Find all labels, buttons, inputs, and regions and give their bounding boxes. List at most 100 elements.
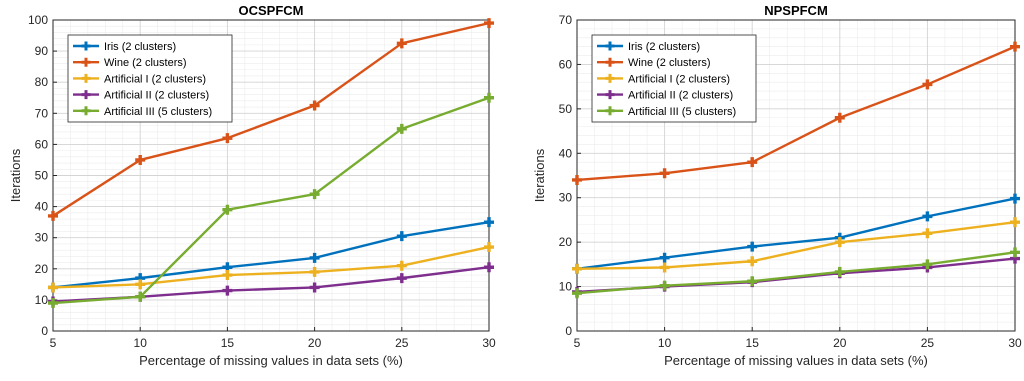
- y-tick-label: 90: [35, 44, 49, 58]
- legend-entry-label: Iris (2 clusters): [104, 41, 176, 53]
- data-point: [659, 168, 670, 179]
- series-line: [576, 45, 1016, 182]
- data-point: [396, 231, 407, 242]
- y-tick-label: 10: [559, 280, 573, 294]
- legend-marker: [81, 73, 91, 83]
- y-tick-label: 70: [35, 106, 49, 120]
- x-tick-label: 25: [395, 336, 409, 350]
- legend-marker: [81, 106, 91, 116]
- data-point: [396, 273, 407, 284]
- data-point: [747, 241, 758, 252]
- legend-entry-label: Wine (2 clusters): [104, 57, 187, 69]
- data-point: [396, 260, 407, 271]
- legend-marker: [81, 90, 91, 100]
- legend-marker: [605, 57, 615, 67]
- data-point: [309, 189, 320, 200]
- data-point: [222, 133, 233, 144]
- data-point: [834, 237, 845, 248]
- x-tick-label: 10: [134, 336, 148, 350]
- y-tick-label: 20: [35, 262, 49, 276]
- data-point: [309, 252, 320, 263]
- chart-ocspfcm: 5 10 15 20 25 30 0 10 20 30 40 50 60 70 80 90 100 OCSPFCM…: [8, 3, 496, 368]
- data-point: [572, 263, 582, 274]
- chart-title: OCSPFCM: [239, 3, 304, 18]
- data-point: [659, 252, 670, 263]
- y-axis-label: Iterations: [532, 148, 547, 202]
- x-tick-label: 30: [1008, 336, 1022, 350]
- data-point: [747, 157, 758, 168]
- data-point: [572, 288, 582, 299]
- legend-marker: [605, 106, 615, 116]
- series-line: [52, 21, 490, 217]
- series-line: [52, 96, 490, 305]
- data-point: [834, 112, 845, 123]
- y-tick-label: 0: [41, 324, 48, 338]
- y-tick-label: 40: [559, 146, 573, 160]
- y-tick-label: 100: [28, 13, 48, 27]
- legend-entry-label: Artificial II (2 clusters): [628, 90, 733, 102]
- x-axis-label: Percentage of missing values in data set…: [139, 353, 403, 368]
- data-point: [48, 282, 58, 293]
- legend-entry-label: Iris (2 clusters): [628, 41, 700, 53]
- legend-marker: [605, 90, 615, 100]
- data-point: [747, 276, 758, 287]
- series-5: [48, 92, 494, 309]
- legend-marker: [81, 57, 91, 67]
- y-axis-label: Iterations: [8, 148, 23, 202]
- x-tick-label: 5: [574, 336, 581, 350]
- data-point: [484, 262, 494, 273]
- y-tick-label: 60: [35, 137, 49, 151]
- x-tick-label: 30: [482, 336, 496, 350]
- y-tick-label: 30: [559, 191, 573, 205]
- data-point: [1010, 41, 1020, 52]
- data-point: [484, 242, 494, 253]
- legend-marker: [605, 41, 615, 51]
- series-line: [576, 197, 1016, 270]
- legend-entry-label: Artificial I (2 clusters): [104, 73, 206, 85]
- data-point: [1010, 217, 1020, 228]
- x-tick-label: 10: [658, 336, 672, 350]
- legend: Iris (2 clusters) Wine (2 clusters) Artifi…: [591, 34, 757, 123]
- y-tick-label: 40: [35, 200, 49, 214]
- data-point: [135, 279, 146, 290]
- x-tick-label: 20: [833, 336, 847, 350]
- series-2: [48, 18, 494, 221]
- data-point: [222, 204, 233, 215]
- data-point: [48, 210, 58, 221]
- legend-marker: [605, 73, 615, 83]
- data-point: [309, 282, 320, 293]
- legend: Iris (2 clusters) Wine (2 clusters) Artifi…: [67, 34, 233, 123]
- data-point: [572, 174, 582, 185]
- chart-npspfcm: 5 10 15 20 25 30 0 10 20 30 40 50 60 70 NPSPFCM Percent…: [532, 3, 1022, 368]
- data-point: [747, 256, 758, 267]
- data-point: [222, 285, 233, 296]
- legend-entry-label: Artificial II (2 clusters): [104, 90, 209, 102]
- series-1: [48, 217, 494, 293]
- legend-marker: [81, 41, 91, 51]
- x-tick-label: 15: [221, 336, 235, 350]
- data-point: [48, 298, 58, 309]
- y-tick-label: 30: [35, 231, 49, 245]
- y-tick-label: 50: [559, 102, 573, 116]
- data-point: [135, 291, 146, 302]
- data-point: [922, 211, 933, 222]
- data-point: [222, 270, 233, 281]
- legend-entry-label: Wine (2 clusters): [628, 57, 711, 69]
- y-tick-label: 50: [35, 169, 49, 183]
- data-point: [484, 217, 494, 228]
- y-tick-label: 20: [559, 235, 573, 249]
- y-tick-label: 70: [559, 13, 573, 27]
- x-tick-label: 15: [746, 336, 760, 350]
- legend-entry-label: Artificial I (2 clusters): [628, 73, 730, 85]
- x-axis-label: Percentage of missing values in data set…: [664, 353, 928, 368]
- data-point: [659, 262, 670, 273]
- chart-title: NPSPFCM: [764, 3, 828, 18]
- legend-entry-label: Artificial III (5 clusters): [628, 106, 736, 118]
- data-point: [834, 266, 845, 277]
- data-point: [1010, 193, 1020, 204]
- series-line: [52, 245, 490, 289]
- data-point: [1010, 247, 1020, 258]
- series-line: [52, 220, 490, 289]
- x-tick-label: 25: [921, 336, 935, 350]
